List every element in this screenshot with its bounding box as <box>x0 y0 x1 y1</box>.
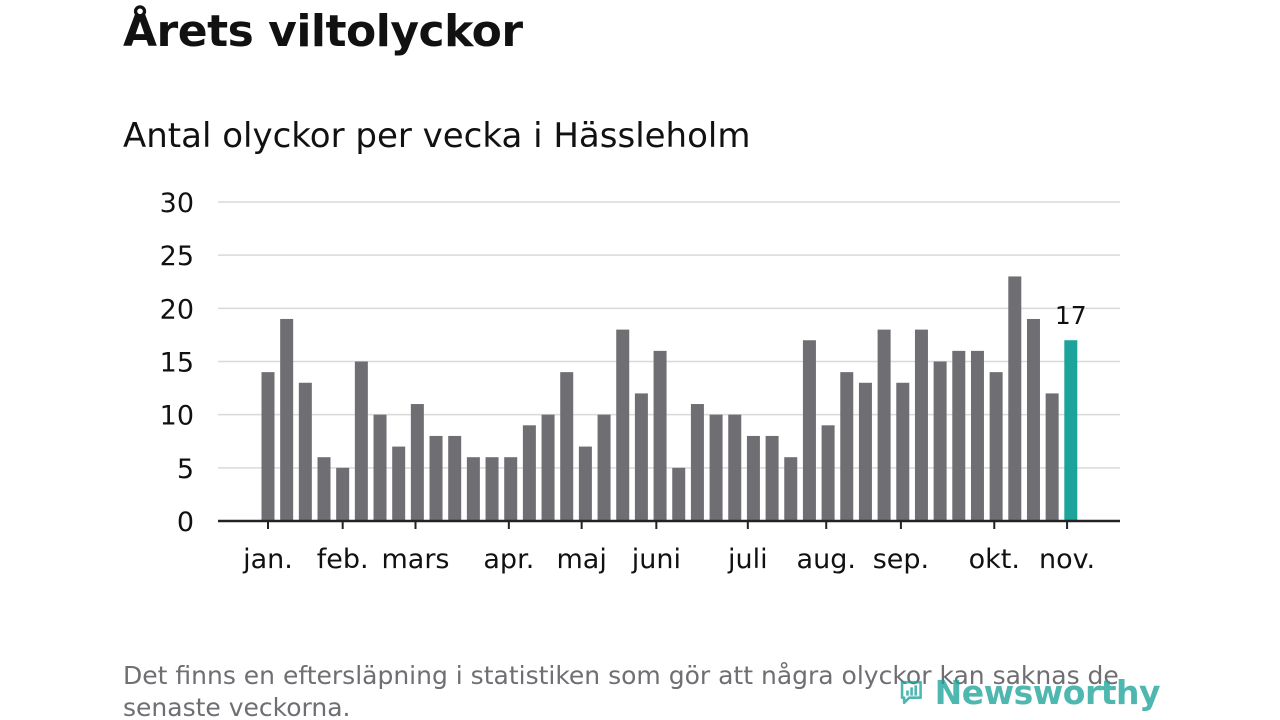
y-tick-label-20: 20 <box>160 294 194 325</box>
bar-week-31 <box>821 425 835 521</box>
y-tick-label-0: 0 <box>177 507 194 538</box>
bar-week-35 <box>896 382 910 521</box>
bar-week-17 <box>560 372 574 521</box>
bar-week-24 <box>690 404 704 521</box>
bar-week-2 <box>280 318 294 521</box>
bar-week-5 <box>336 467 350 521</box>
x-tick-label-jan: jan. <box>242 544 293 575</box>
bar-week-11 <box>448 435 462 521</box>
bar-week-7 <box>373 414 387 521</box>
bar-week-40 <box>989 372 1003 521</box>
x-tick-label-juli: juli <box>727 544 768 575</box>
bar-week-28 <box>765 435 779 521</box>
bar-week-19 <box>597 414 611 521</box>
bar-week-22 <box>653 350 667 521</box>
bar-week-37 <box>933 361 947 521</box>
bar-week-12 <box>466 457 480 521</box>
bar-week-16 <box>541 414 555 521</box>
x-tick-label-aug: aug. <box>797 544 856 575</box>
x-tick-label-sep: sep. <box>873 544 929 575</box>
bar-week-18 <box>578 446 592 521</box>
bar-week-23 <box>672 467 686 521</box>
x-tick-label-mars: mars <box>381 544 449 575</box>
bar-week-32 <box>840 372 854 521</box>
bar-week-33 <box>858 382 872 521</box>
x-tick-label-nov: nov. <box>1039 544 1095 575</box>
bar-week-39 <box>970 350 984 521</box>
bar-week-3 <box>298 382 312 521</box>
bar-week-9 <box>410 404 424 521</box>
newsworthy-logo-icon <box>900 680 922 705</box>
bar-week-15 <box>522 425 536 521</box>
bar-week-26 <box>728 414 742 521</box>
highlighted-bar <box>1064 340 1078 521</box>
bar-week-14 <box>504 457 518 521</box>
bar-chart: 0 5 10 15 20 25 30 17 jan. feb. mars apr. maj juni jul… <box>160 188 1120 575</box>
bar-week-1 <box>261 372 275 521</box>
x-tick-label-juni: juni <box>631 544 681 575</box>
bar-week-20 <box>616 329 630 521</box>
x-tick-label-feb: feb. <box>317 544 369 575</box>
chart-subtitle: Antal olyckor per vecka i Hässleholm <box>123 116 751 156</box>
bar-week-4 <box>317 457 331 521</box>
logo-text: Newsworthy <box>934 672 1161 712</box>
bar-week-41 <box>1008 276 1022 521</box>
bar-week-38 <box>952 350 966 521</box>
bar-week-34 <box>877 329 891 521</box>
bar-week-6 <box>354 361 368 521</box>
x-tick-label-okt: okt. <box>969 544 1020 575</box>
bar-week-8 <box>392 446 406 521</box>
newsworthy-logo[interactable]: Newsworthy <box>900 664 1161 720</box>
y-tick-label-5: 5 <box>177 454 194 485</box>
bar-week-25 <box>709 414 723 521</box>
bar-week-30 <box>802 340 816 521</box>
page-title: Årets viltolyckor <box>123 6 523 57</box>
highlight-value-label: 17 <box>1055 301 1087 330</box>
bar-week-43 <box>1045 393 1059 521</box>
bar-week-36 <box>914 329 928 521</box>
bar-week-13 <box>485 457 499 521</box>
bar-week-21 <box>634 393 648 521</box>
y-tick-label-10: 10 <box>160 401 194 432</box>
bar-week-10 <box>429 435 443 521</box>
bar-week-42 <box>1026 318 1040 521</box>
y-tick-label-25: 25 <box>160 241 194 272</box>
footnote: Det finns en eftersläpning i statistiken… <box>123 661 1119 720</box>
y-tick-label-30: 30 <box>160 188 194 219</box>
bar-week-27 <box>746 435 760 521</box>
bar-week-29 <box>784 457 798 521</box>
x-tick-label-apr: apr. <box>483 544 534 575</box>
x-tick-label-maj: maj <box>556 544 606 575</box>
y-tick-label-15: 15 <box>160 348 194 379</box>
